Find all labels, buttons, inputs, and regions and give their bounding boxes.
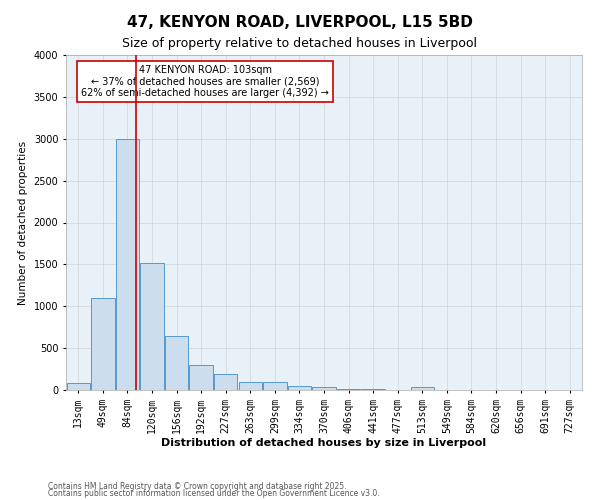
Bar xyxy=(288,386,311,390)
Text: Contains HM Land Registry data © Crown copyright and database right 2025.: Contains HM Land Registry data © Crown c… xyxy=(48,482,347,491)
Bar xyxy=(313,387,335,390)
Bar xyxy=(91,298,115,390)
X-axis label: Distribution of detached houses by size in Liverpool: Distribution of detached houses by size … xyxy=(161,438,487,448)
Bar xyxy=(410,387,434,390)
Bar xyxy=(337,388,360,390)
Bar xyxy=(165,336,188,390)
Bar xyxy=(239,382,262,390)
Bar xyxy=(140,262,164,390)
Text: Size of property relative to detached houses in Liverpool: Size of property relative to detached ho… xyxy=(122,38,478,51)
Text: 47, KENYON ROAD, LIVERPOOL, L15 5BD: 47, KENYON ROAD, LIVERPOOL, L15 5BD xyxy=(127,15,473,30)
Text: Contains public sector information licensed under the Open Government Licence v3: Contains public sector information licen… xyxy=(48,489,380,498)
Bar xyxy=(190,365,213,390)
Y-axis label: Number of detached properties: Number of detached properties xyxy=(18,140,28,304)
Bar xyxy=(67,384,90,390)
Bar xyxy=(116,138,139,390)
Bar xyxy=(361,389,385,390)
Text: 47 KENYON ROAD: 103sqm
← 37% of detached houses are smaller (2,569)
62% of semi-: 47 KENYON ROAD: 103sqm ← 37% of detached… xyxy=(82,65,329,98)
Bar xyxy=(263,382,287,390)
Bar xyxy=(214,374,238,390)
